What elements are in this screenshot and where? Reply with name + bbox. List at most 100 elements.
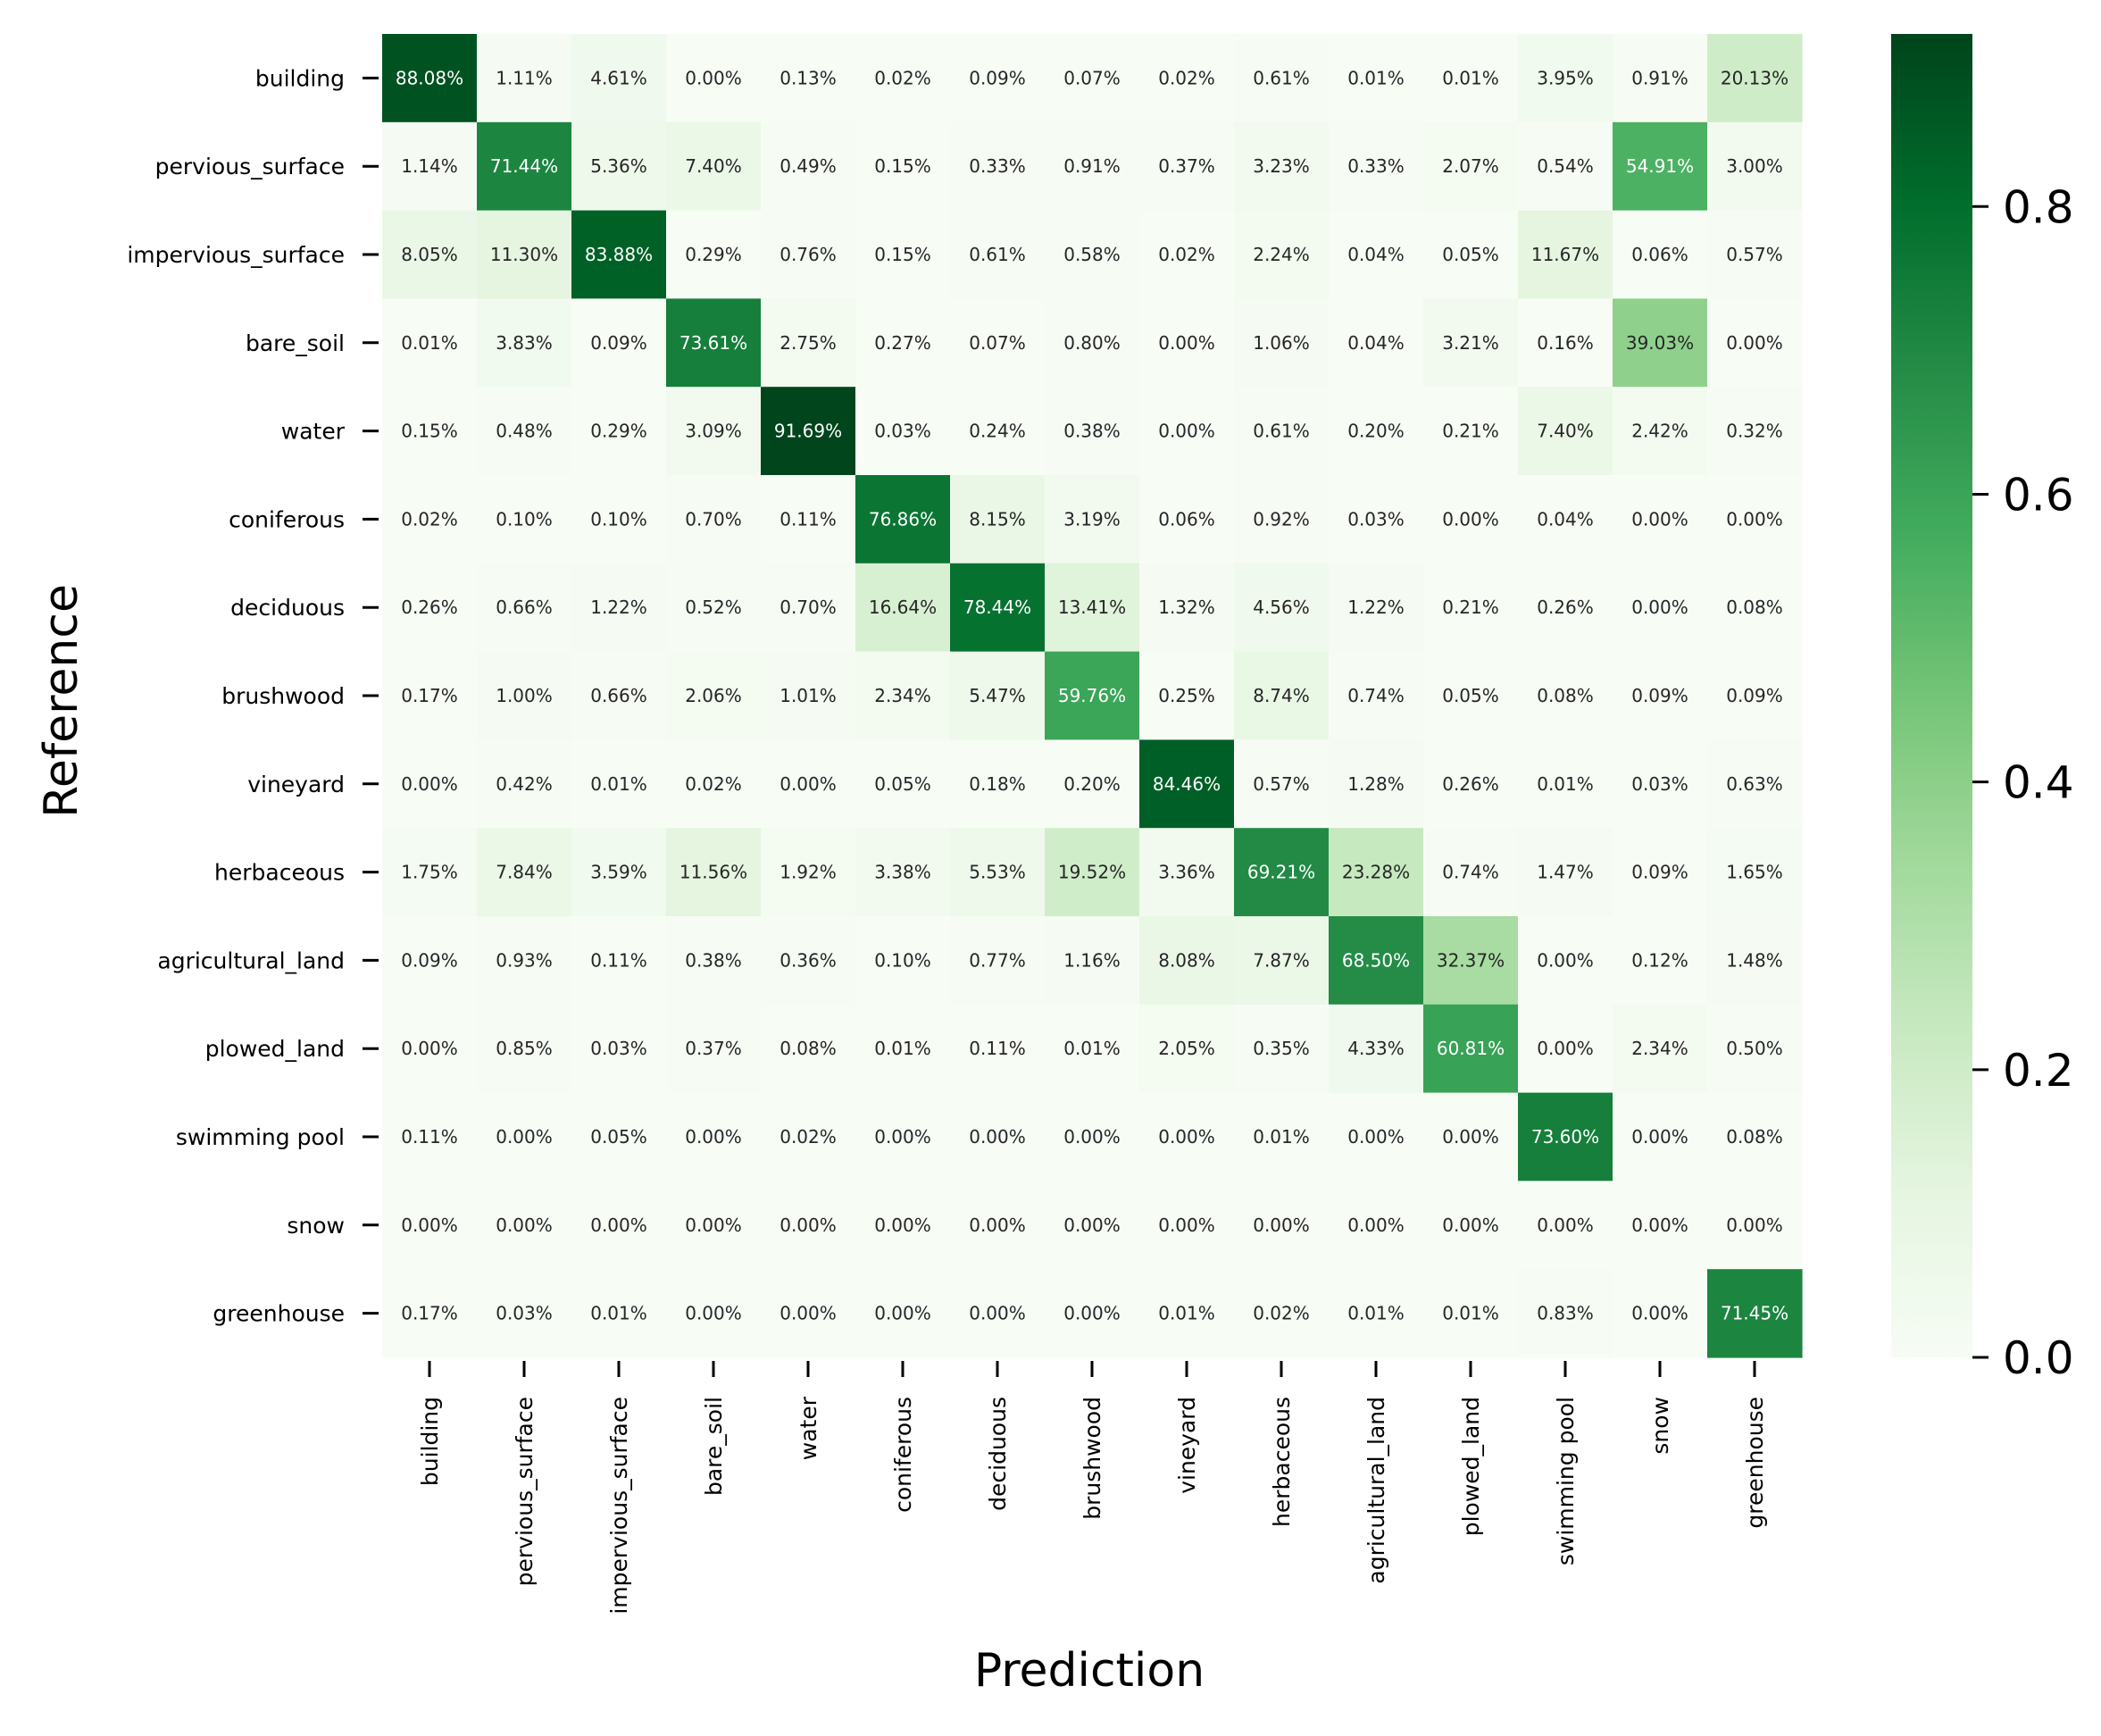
heatmap-cell [855,739,951,829]
cell-value-label: 0.00% [1726,508,1783,530]
heatmap-cell [1234,1269,1330,1358]
cell-value-label: 2.24% [1253,244,1310,265]
x-tick-label: vineyard [1174,1397,1200,1494]
heatmap-cell [1707,1181,1803,1270]
cell-value-label: 0.17% [401,685,458,706]
cell-value-label: 4.61% [590,67,647,88]
heatmap-cell [950,916,1046,1006]
cell-value-label: 0.08% [1726,1126,1783,1148]
heatmap-cell [1139,1092,1235,1181]
cell-value-label: 78.44% [963,597,1031,618]
heatmap-cell [1234,828,1330,917]
cell-value-label: 0.13% [780,67,837,88]
heatmap-cell [382,739,478,829]
x-tick-label: deciduous [985,1397,1011,1511]
heatmap-cell [1234,210,1330,299]
cell-value-label: 5.53% [969,862,1026,883]
cell-value-label: 0.00% [1631,508,1688,530]
cell-value-label: 0.07% [969,332,1026,354]
heatmap-cell [1707,563,1803,653]
cell-value-label: 2.07% [1442,155,1499,177]
heatmap-cell [1045,1092,1140,1181]
cell-value-label: 0.01% [1347,1303,1405,1324]
cell-value-label: 1.06% [1253,332,1310,354]
cell-value-label: 0.00% [1347,1126,1405,1148]
cell-value-label: 0.00% [401,773,458,795]
cell-value-label: 7.84% [496,862,553,883]
heatmap-cell [571,651,667,740]
cell-value-label: 0.38% [1063,421,1121,442]
heatmap-cell [382,121,478,212]
cell-value-label: 2.34% [874,685,931,706]
cell-value-label: 1.22% [590,597,647,618]
heatmap-cell [761,916,856,1006]
heatmap-cell [477,210,572,299]
heatmap-cell [855,298,951,388]
cell-value-label: 0.61% [1253,67,1310,88]
heatmap-cell [1045,210,1140,299]
cell-value-label: 0.35% [1253,1038,1310,1059]
cell-value-label: 1.47% [1537,862,1594,883]
heatmap-cell [1234,739,1330,829]
heatmap-cell [950,1092,1046,1181]
cell-value-label: 0.00% [590,1214,647,1236]
heatmap-cell [1329,563,1424,653]
cell-value-label: 0.01% [590,773,647,795]
cell-value-label: 1.65% [1726,862,1783,883]
cell-value-label: 0.00% [1158,332,1215,354]
heatmap-cell [666,1092,762,1181]
y-tick-label: swimming pool [176,1124,345,1150]
heatmap-cell [761,1004,856,1094]
heatmap-cell [1423,1092,1519,1181]
cell-value-label: 3.36% [1158,862,1215,883]
cell-value-label: 3.21% [1442,332,1499,354]
heatmap-cell [950,1181,1046,1270]
heatmap-cell [1139,739,1235,829]
cell-value-label: 0.09% [1631,685,1688,706]
cell-value-label: 3.00% [1726,155,1783,177]
cell-value-label: 0.70% [780,597,837,618]
cell-value-label: 0.09% [1631,862,1688,883]
cell-value-label: 3.09% [685,421,742,442]
heatmap-cell [761,475,856,564]
cell-value-label: 0.93% [496,949,553,971]
heatmap-cell [1045,475,1140,564]
heatmap-cell [950,298,1046,388]
cell-value-label: 0.12% [1631,949,1688,971]
colorbar: 0.0 0.2 0.4 0.6 0.8 [1891,34,2074,1384]
cell-value-label: 0.49% [780,155,837,177]
cell-value-label: 84.46% [1153,773,1221,795]
cell-value-label: 1.16% [1063,949,1121,971]
heatmap-cell [1423,1269,1519,1358]
cell-value-label: 0.00% [1442,508,1499,530]
heatmap-cell [1613,739,1708,829]
cell-value-label: 0.00% [1442,1126,1499,1148]
heatmap-cell [1329,916,1424,1006]
cell-value-label: 0.00% [1726,1214,1783,1236]
cell-value-label: 0.09% [1726,685,1783,706]
heatmap-cell [1329,1269,1424,1358]
heatmap-cell [855,916,951,1006]
cell-value-label: 0.29% [590,421,647,442]
heatmap-cell [1707,34,1803,123]
heatmap-cell [1329,298,1424,388]
heatmap-cell [382,210,478,299]
cell-value-label: 1.00% [496,685,553,706]
heatmap-cell [761,34,856,123]
heatmap-cell [1423,1181,1519,1270]
cell-value-label: 0.26% [401,597,458,618]
cell-value-label: 0.11% [969,1038,1026,1059]
heatmap-cell [1518,1269,1613,1358]
cell-value-label: 0.11% [401,1126,458,1148]
heatmap-cell [382,475,478,564]
heatmap-cell [382,828,478,917]
cell-value-label: 0.74% [1442,862,1499,883]
cell-value-label: 7.40% [1537,421,1594,442]
heatmap-cell [571,739,667,829]
cell-value-label: 39.03% [1626,332,1694,354]
cell-value-label: 0.00% [1537,949,1594,971]
heatmap-cell [1139,1269,1235,1358]
cell-value-label: 11.56% [679,862,747,883]
heatmap-cell [1329,1092,1424,1181]
cell-value-label: 3.23% [1253,155,1310,177]
